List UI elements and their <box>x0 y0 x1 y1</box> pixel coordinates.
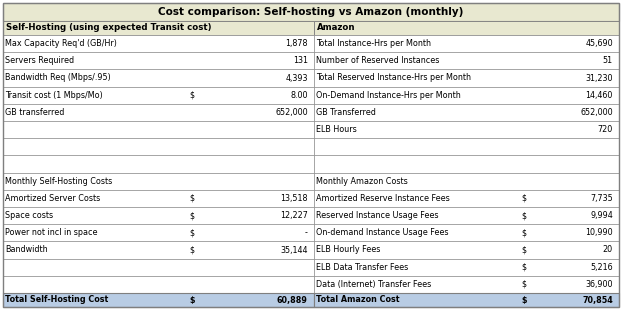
Bar <box>3 104 314 121</box>
Bar <box>3 155 314 173</box>
Text: 31,230: 31,230 <box>585 73 613 82</box>
Bar <box>3 224 314 241</box>
Text: 9,994: 9,994 <box>590 211 613 220</box>
Text: 36,900: 36,900 <box>585 280 613 289</box>
Bar <box>3 69 314 86</box>
Text: 35,144: 35,144 <box>281 246 308 255</box>
Text: 652,000: 652,000 <box>275 108 308 117</box>
Bar <box>3 121 314 138</box>
Bar <box>314 35 619 52</box>
Bar <box>314 259 619 276</box>
Bar <box>3 35 314 52</box>
Text: 13,518: 13,518 <box>281 194 308 203</box>
Bar <box>314 138 619 155</box>
Text: 60,889: 60,889 <box>277 295 308 304</box>
Text: 4,393: 4,393 <box>285 73 308 82</box>
Text: $: $ <box>521 194 526 203</box>
Text: Total Self-Hosting Cost: Total Self-Hosting Cost <box>5 295 108 304</box>
Text: Self-Hosting (using expected Transit cost): Self-Hosting (using expected Transit cos… <box>6 24 211 33</box>
Bar <box>3 52 314 69</box>
Text: GB Transferred: GB Transferred <box>316 108 376 117</box>
Bar <box>314 104 619 121</box>
Text: $: $ <box>521 295 527 304</box>
Bar <box>314 207 619 224</box>
Text: 51: 51 <box>603 56 613 65</box>
Bar <box>314 52 619 69</box>
Text: Amortized Server Costs: Amortized Server Costs <box>5 194 100 203</box>
Text: 131: 131 <box>293 56 308 65</box>
Text: Transit cost (1 Mbps/Mo): Transit cost (1 Mbps/Mo) <box>5 91 103 100</box>
Text: Total Instance-Hrs per Month: Total Instance-Hrs per Month <box>316 39 431 48</box>
Text: Monthly Self-Hosting Costs: Monthly Self-Hosting Costs <box>5 177 112 186</box>
Text: $: $ <box>190 246 195 255</box>
Text: 10,990: 10,990 <box>585 228 613 237</box>
Text: ELB Data Transfer Fees: ELB Data Transfer Fees <box>316 263 408 272</box>
Bar <box>314 173 619 190</box>
Text: Amortized Reserve Instance Fees: Amortized Reserve Instance Fees <box>316 194 450 203</box>
Text: GB transferred: GB transferred <box>5 108 64 117</box>
Text: Amazon: Amazon <box>317 24 356 33</box>
Text: On-demand Instance Usage Fees: On-demand Instance Usage Fees <box>316 228 448 237</box>
Bar <box>3 190 314 207</box>
Text: Bandwidth: Bandwidth <box>5 246 48 255</box>
Bar <box>314 190 619 207</box>
Text: 12,227: 12,227 <box>280 211 308 220</box>
Bar <box>3 293 314 307</box>
Text: $: $ <box>190 228 195 237</box>
Text: 7,735: 7,735 <box>590 194 613 203</box>
Bar <box>314 276 619 293</box>
Text: Total Amazon Cost: Total Amazon Cost <box>316 295 399 304</box>
Text: 5,216: 5,216 <box>590 263 613 272</box>
Text: 45,690: 45,690 <box>585 39 613 48</box>
Text: $: $ <box>521 211 526 220</box>
Text: Data (Internet) Transfer Fees: Data (Internet) Transfer Fees <box>316 280 431 289</box>
Bar <box>3 207 314 224</box>
Bar <box>314 155 619 173</box>
Text: Monthly Amazon Costs: Monthly Amazon Costs <box>316 177 408 186</box>
Text: On-Demand Instance-Hrs per Month: On-Demand Instance-Hrs per Month <box>316 91 461 100</box>
Text: Total Reserved Instance-Hrs per Month: Total Reserved Instance-Hrs per Month <box>316 73 471 82</box>
Bar <box>3 3 619 21</box>
Bar <box>3 21 314 35</box>
Text: Bandwidth Req (Mbps/.95): Bandwidth Req (Mbps/.95) <box>5 73 111 82</box>
Bar <box>314 69 619 86</box>
Text: Servers Required: Servers Required <box>5 56 74 65</box>
Text: Space costs: Space costs <box>5 211 53 220</box>
Text: -: - <box>305 228 308 237</box>
Text: $: $ <box>521 280 526 289</box>
Text: 20: 20 <box>603 246 613 255</box>
Text: Power not incl in space: Power not incl in space <box>5 228 98 237</box>
Text: Number of Reserved Instances: Number of Reserved Instances <box>316 56 440 65</box>
Text: Max Capacity Req'd (GB/Hr): Max Capacity Req'd (GB/Hr) <box>5 39 117 48</box>
Text: ELB Hours: ELB Hours <box>316 125 357 134</box>
Bar <box>3 138 314 155</box>
Text: 14,460: 14,460 <box>585 91 613 100</box>
Text: 8.00: 8.00 <box>290 91 308 100</box>
Text: Cost comparison: Self-hosting vs Amazon (monthly): Cost comparison: Self-hosting vs Amazon … <box>159 7 463 17</box>
Text: Reserved Instance Usage Fees: Reserved Instance Usage Fees <box>316 211 439 220</box>
Bar <box>3 276 314 293</box>
Bar <box>3 241 314 259</box>
Text: $: $ <box>521 263 526 272</box>
Text: 70,854: 70,854 <box>582 295 613 304</box>
Bar <box>314 121 619 138</box>
Bar <box>314 224 619 241</box>
Text: $: $ <box>190 91 195 100</box>
Bar <box>3 86 314 104</box>
Text: $: $ <box>521 246 526 255</box>
Bar <box>3 259 314 276</box>
Bar <box>3 173 314 190</box>
Bar <box>314 241 619 259</box>
Bar <box>314 86 619 104</box>
Text: 1,878: 1,878 <box>285 39 308 48</box>
Text: $: $ <box>190 194 195 203</box>
Text: $: $ <box>190 295 195 304</box>
Text: ELB Hourly Fees: ELB Hourly Fees <box>316 246 381 255</box>
Text: 652,000: 652,000 <box>580 108 613 117</box>
Text: $: $ <box>190 211 195 220</box>
Bar <box>314 21 619 35</box>
Bar <box>314 293 619 307</box>
Text: 720: 720 <box>598 125 613 134</box>
Text: $: $ <box>521 228 526 237</box>
